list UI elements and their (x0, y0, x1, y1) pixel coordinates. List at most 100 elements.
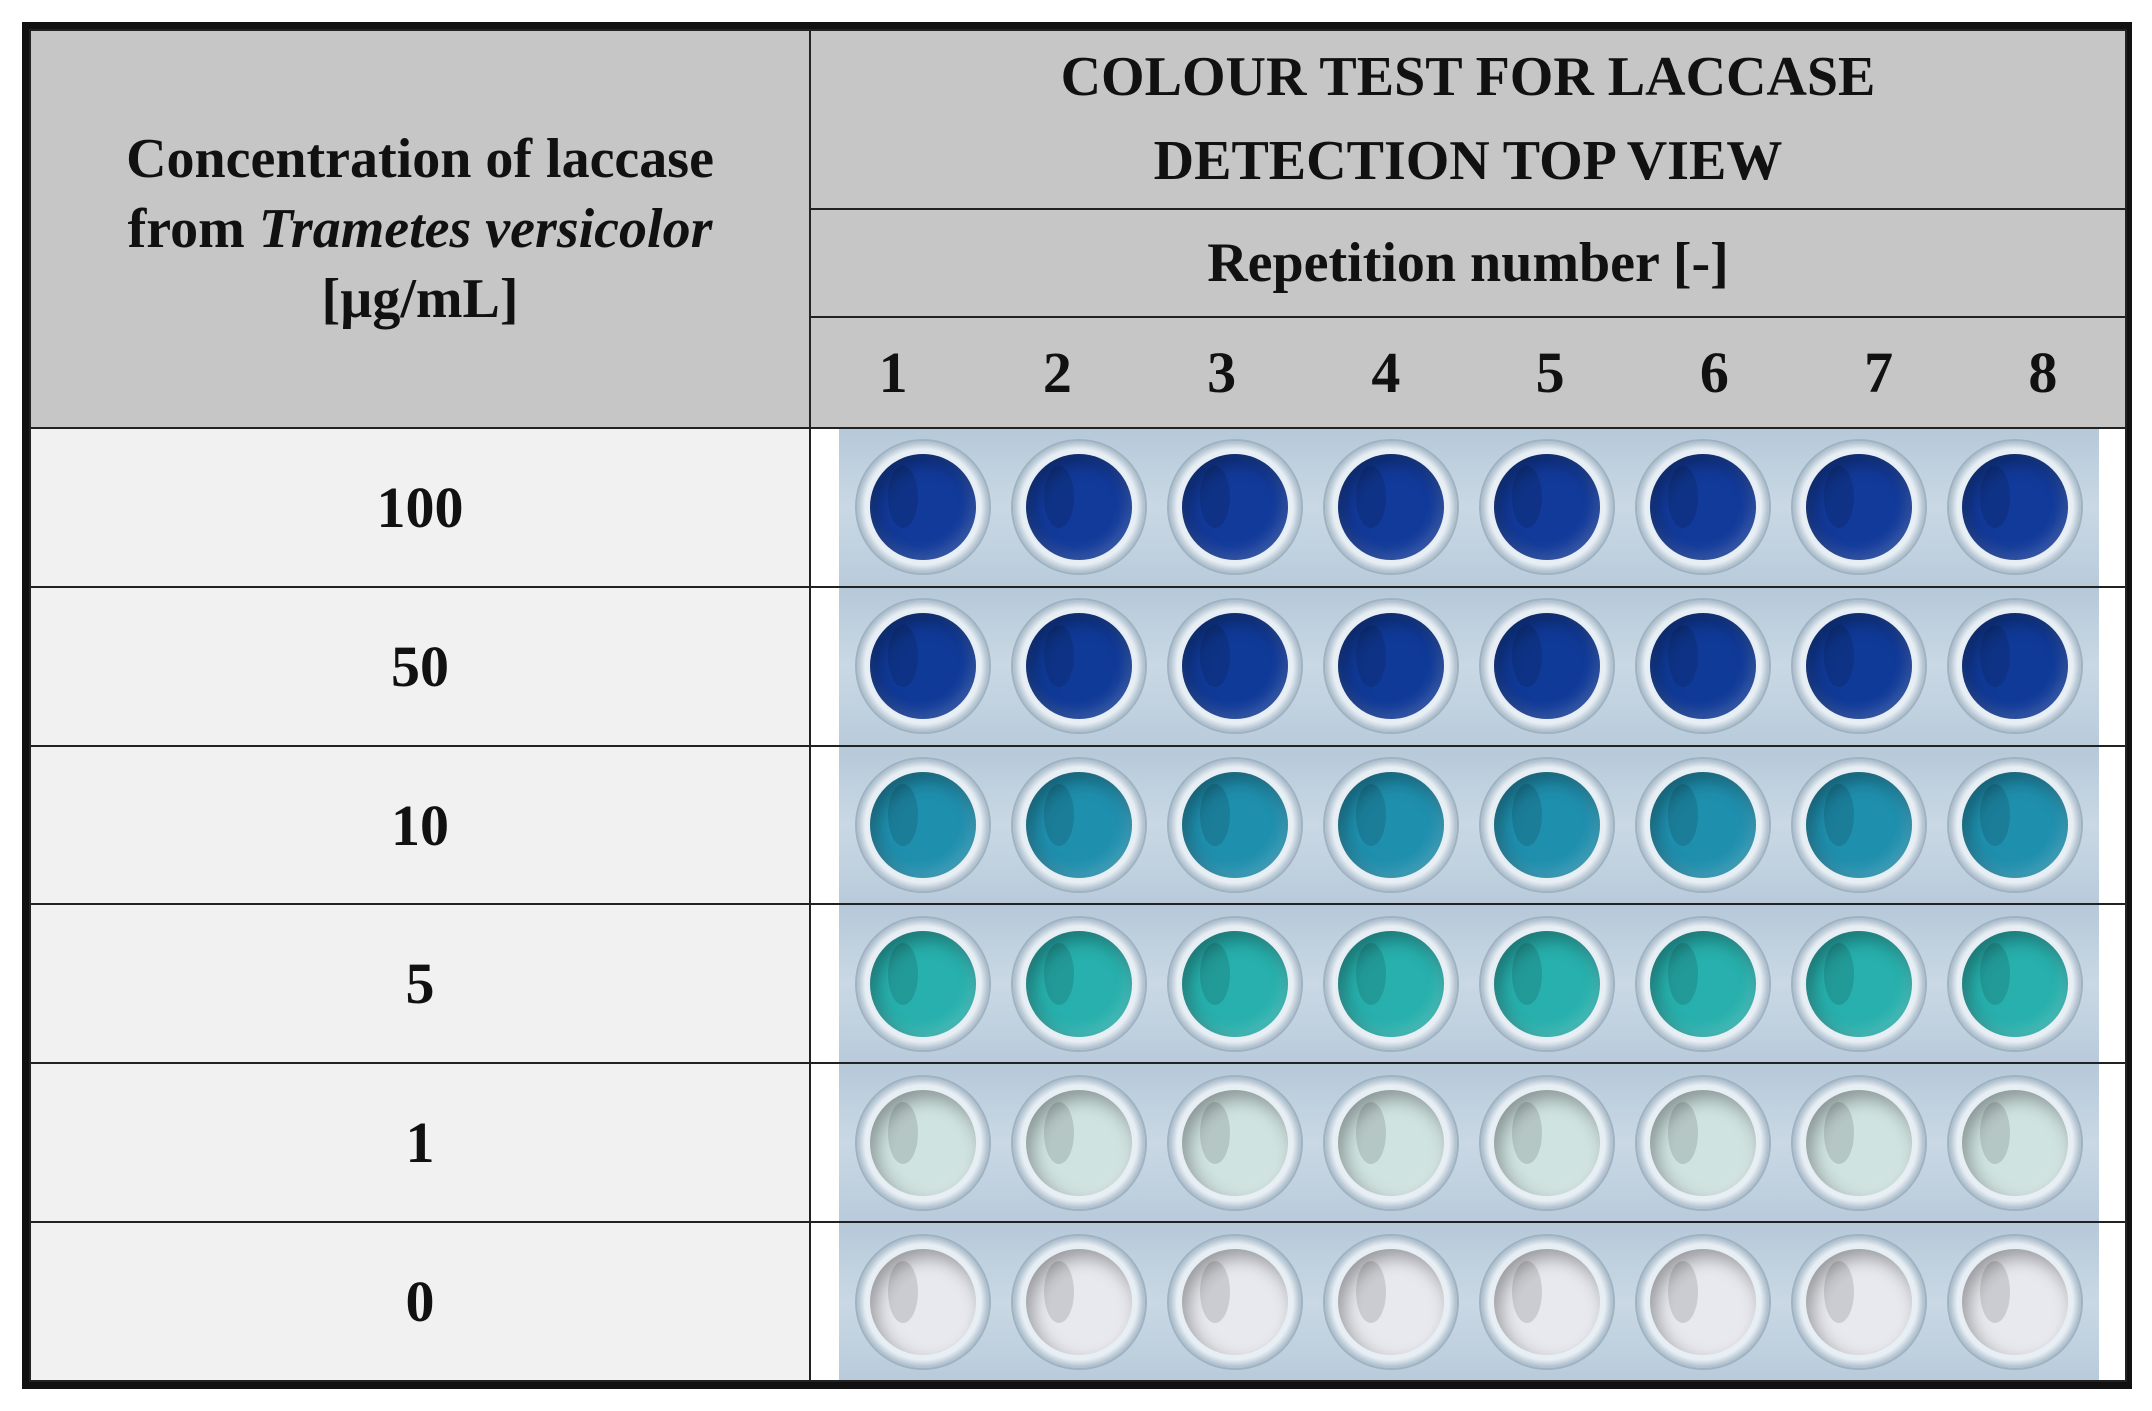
microplate-well (1793, 917, 1925, 1050)
wells-photo-cell (809, 1062, 2127, 1224)
concentration-header-prefix: from (127, 198, 259, 261)
microplate-well (1481, 600, 1613, 733)
microplate-well (1325, 600, 1457, 733)
concentration-value: 100 (29, 427, 811, 588)
well-liquid (1026, 613, 1132, 720)
microplate-well (1637, 600, 1769, 733)
well-liquid (1650, 930, 1756, 1037)
title-line2: DETECTION TOP VIEW (1153, 130, 1783, 193)
concentration-header-line2: from Trametes versicolor (31, 194, 809, 264)
microplate-well (1637, 759, 1769, 892)
table-row: 10 (29, 744, 2127, 906)
repetition-number: 3 (1207, 340, 1237, 406)
microplate-well (1949, 917, 2081, 1050)
microplate-strip (839, 429, 2099, 586)
well-liquid (1806, 454, 1912, 561)
well-liquid (870, 930, 976, 1037)
microplate-well (1481, 1235, 1613, 1368)
microplate-well (1169, 600, 1301, 733)
table-row: 50 (29, 585, 2127, 747)
microplate-well (1013, 759, 1145, 892)
repetition-numbers: 1 2 3 4 5 6 7 8 (811, 318, 2125, 427)
microplate-well (1949, 441, 2081, 574)
well-liquid (1494, 613, 1600, 720)
well-liquid (1026, 772, 1132, 879)
well-liquid (1962, 930, 2068, 1037)
microplate-strip (839, 1064, 2099, 1222)
microplate-well (1325, 917, 1457, 1050)
repetition-numbers-row: 1 2 3 4 5 6 7 8 (809, 316, 2127, 430)
well-liquid (1338, 613, 1444, 720)
microplate-well (1325, 1235, 1457, 1368)
species-name: Trametes versicolor (258, 198, 713, 261)
well-liquid (870, 772, 976, 879)
well-liquid (1650, 1089, 1756, 1196)
microplate-well (1793, 1076, 1925, 1209)
well-liquid (1962, 772, 2068, 879)
repetition-header: Repetition number [-] (809, 207, 2127, 319)
microplate-well (857, 441, 989, 574)
well-liquid (1962, 1248, 2068, 1355)
well-liquid (1026, 454, 1132, 561)
microplate-well (1169, 1076, 1301, 1209)
wells-photo-cell (809, 1221, 2127, 1382)
microplate-well (1481, 917, 1613, 1050)
well-liquid (1182, 1089, 1288, 1196)
microplate-well (1793, 441, 1925, 574)
microplate-well (857, 759, 989, 892)
microplate-well (1013, 1235, 1145, 1368)
well-liquid (1806, 1089, 1912, 1196)
concentration-value: 1 (29, 1062, 811, 1224)
well-liquid (1962, 454, 2068, 561)
well-liquid (1650, 454, 1756, 561)
results-table-frame: Concentration of laccase from Trametes v… (22, 22, 2132, 1389)
repetition-number: 8 (2028, 340, 2058, 406)
microplate-well (1637, 1076, 1769, 1209)
concentration-header-line1: Concentration of laccase (126, 128, 714, 191)
well-liquid (1650, 1248, 1756, 1355)
microplate-well (1325, 1076, 1457, 1209)
concentration-value: 5 (29, 903, 811, 1065)
well-liquid (1806, 930, 1912, 1037)
well-liquid (870, 613, 976, 720)
wells-photo-cell (809, 427, 2127, 588)
table-row: 100 (29, 427, 2127, 588)
microplate-well (1169, 759, 1301, 892)
well-liquid (1182, 613, 1288, 720)
microplate-well (1793, 759, 1925, 892)
microplate-strip (839, 1223, 2099, 1380)
well-liquid (1338, 772, 1444, 879)
repetition-number: 6 (1699, 340, 1729, 406)
repetition-number: 7 (1864, 340, 1894, 406)
microplate-well (1325, 441, 1457, 574)
well-liquid (870, 454, 976, 561)
well-liquid (870, 1248, 976, 1355)
microplate-well (1169, 917, 1301, 1050)
well-liquid (1962, 1089, 2068, 1196)
microplate-well (857, 600, 989, 733)
microplate-well (1949, 1235, 2081, 1368)
well-liquid (1182, 454, 1288, 561)
repetition-number: 4 (1371, 340, 1401, 406)
microplate-well (857, 1076, 989, 1209)
well-liquid (1962, 613, 2068, 720)
microplate-well (1013, 917, 1145, 1050)
well-liquid (1806, 613, 1912, 720)
well-liquid (1494, 930, 1600, 1037)
well-liquid (1494, 454, 1600, 561)
microplate-well (1013, 1076, 1145, 1209)
laccase-colour-test-table: Concentration of laccase from Trametes v… (29, 28, 2127, 1382)
microplate-well (1949, 759, 2081, 892)
microplate-well (857, 1235, 989, 1368)
well-liquid (1494, 1089, 1600, 1196)
concentration-header: Concentration of laccase from Trametes v… (29, 28, 811, 430)
well-liquid (1026, 1089, 1132, 1196)
wells-photo-cell (809, 744, 2127, 906)
microplate-well (1793, 600, 1925, 733)
concentration-value: 0 (29, 1221, 811, 1382)
table-row: 0 (29, 1221, 2127, 1382)
repetition-number: 5 (1535, 340, 1565, 406)
microplate-well (1481, 441, 1613, 574)
wells-photo-cell (809, 903, 2127, 1065)
microplate-well (1637, 1235, 1769, 1368)
